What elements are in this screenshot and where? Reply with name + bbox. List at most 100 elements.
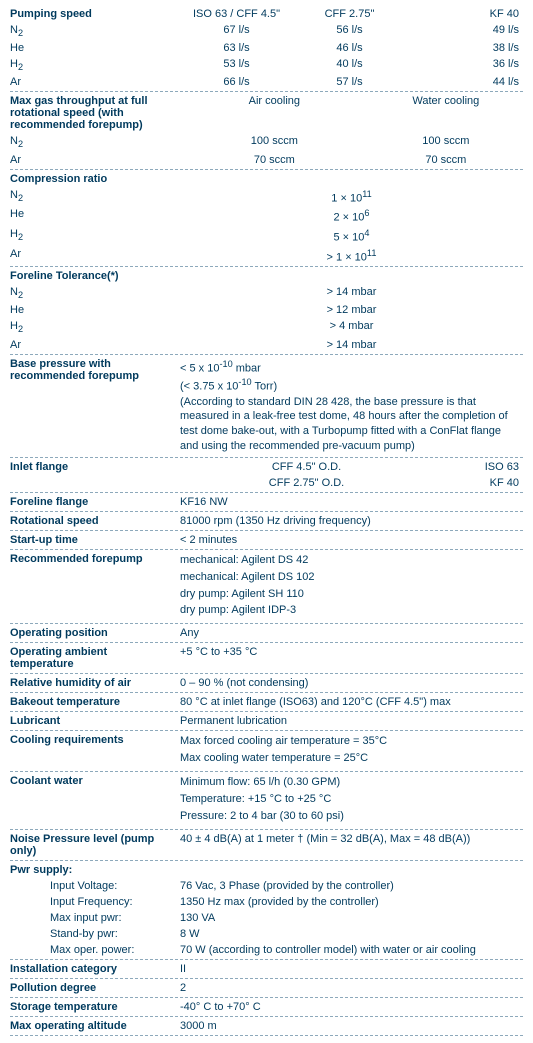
coolant-row: Coolant water Minimum flow: 65 l/h (0.30…	[10, 773, 523, 828]
cell: 63 l/s	[180, 42, 293, 54]
cell: 46 l/s	[293, 42, 406, 54]
spec-row: Rotational speed 81000 rpm (1350 Hz driv…	[10, 513, 523, 529]
table-row: Ar > 14 mbar	[10, 337, 523, 353]
spec-value: -40° C to +70° C	[180, 1001, 523, 1013]
spec-value: KF16 NW	[180, 496, 523, 508]
spec-value: 0 – 90 % (not condensing)	[180, 677, 523, 689]
spec-label: Lubricant	[10, 715, 180, 727]
value-line: mechanical: Agilent DS 102	[180, 570, 517, 587]
pwr-value: 130 VA	[180, 912, 523, 924]
cell: > 14 mbar	[180, 286, 523, 298]
inlet-val: CFF 2.75" O.D.	[180, 477, 433, 489]
bp-note: (According to standard DIN 28 428, the b…	[180, 395, 517, 454]
table-row: Ar > 1 × 1011	[10, 246, 523, 266]
pwr-value: 8 W	[180, 928, 523, 940]
pwr-value: 70 W (according to controller model) wit…	[180, 944, 523, 956]
table-row: N2 > 14 mbar	[10, 284, 523, 302]
cell: 100 sccm	[369, 135, 523, 147]
bp-line1: < 5 x 10-10 mbar	[180, 358, 517, 377]
table-row: Ar 70 sccm 70 sccm	[10, 152, 523, 168]
pwr-label: Input Voltage:	[10, 880, 180, 892]
inlet-flange-row1: Inlet flange CFF 4.5" O.D. ISO 63	[10, 459, 523, 475]
pwr-title: Pwr supply:	[10, 864, 180, 876]
spec-value: 80 °C at inlet flange (ISO63) and 120°C …	[180, 696, 523, 708]
inlet-val: KF 40	[433, 477, 523, 489]
gas-label: He	[10, 42, 180, 54]
cell: 57 l/s	[293, 76, 406, 88]
bp-line2: (< 3.75 x 10-10 Torr)	[180, 376, 517, 395]
foreline-tol-title: Foreline Tolerance(*)	[10, 270, 180, 282]
cell: > 4 mbar	[180, 320, 523, 332]
spec-row: Pollution degree 2	[10, 980, 523, 996]
cell: 36 l/s	[406, 58, 523, 70]
spec-row: Storage temperature -40° C to +70° C	[10, 999, 523, 1015]
gas-label: N2	[10, 189, 180, 203]
gas-label: H2	[10, 320, 180, 334]
gas-label: He	[10, 208, 180, 220]
cell: 70 sccm	[180, 154, 369, 166]
spec-label: Pollution degree	[10, 982, 180, 994]
maxgas-title: Max gas throughput at full rotational sp…	[10, 95, 180, 131]
cooling-values: Max forced cooling air temperature = 35°…	[180, 734, 523, 768]
value-line: Max forced cooling air temperature = 35°…	[180, 734, 517, 751]
gas-label: Ar	[10, 248, 180, 260]
inlet-val: ISO 63	[433, 461, 523, 473]
cell: 67 l/s	[180, 24, 293, 36]
cell: 53 l/s	[180, 58, 293, 70]
table-row: N2 1 × 1011	[10, 187, 523, 207]
table-row: He 2 × 106	[10, 206, 523, 226]
table-row: H2 5 × 104	[10, 226, 523, 246]
table-row: N2 100 sccm 100 sccm	[10, 133, 523, 151]
col-header: Air cooling	[180, 95, 369, 107]
gas-label: N2	[10, 24, 180, 38]
spec-row: Foreline flange KF16 NW	[10, 494, 523, 510]
cell: 49 l/s	[406, 24, 523, 36]
rec-forepump-values: mechanical: Agilent DS 42mechanical: Agi…	[180, 553, 523, 620]
gas-label: H2	[10, 228, 180, 242]
pumping-header-row: Pumping speed ISO 63 / CFF 4.5" CFF 2.75…	[10, 6, 523, 22]
cell: 66 l/s	[180, 76, 293, 88]
gas-label: He	[10, 304, 180, 316]
col-header: ISO 63 / CFF 4.5"	[180, 8, 293, 20]
pwr-label: Max input pwr:	[10, 912, 180, 924]
spec-row: Lubricant Permanent lubrication	[10, 713, 523, 729]
spec-row: Max operating altitude 3000 m	[10, 1018, 523, 1034]
table-row: Ar 66 l/s 57 l/s 44 l/s	[10, 74, 523, 90]
pwr-row: Max input pwr: 130 VA	[10, 910, 523, 926]
cell: 1 × 1011	[180, 189, 523, 205]
value-line: Temperature: +15 °C to +25 °C	[180, 792, 517, 809]
value-line: dry pump: Agilent IDP-3	[180, 603, 517, 620]
value-line: Max cooling water temperature = 25°C	[180, 751, 517, 768]
spec-value: < 2 minutes	[180, 534, 523, 546]
table-row: He 63 l/s 46 l/s 38 l/s	[10, 40, 523, 56]
cell: 70 sccm	[369, 154, 523, 166]
value-line: Minimum flow: 65 l/h (0.30 GPM)	[180, 775, 517, 792]
pwr-row: Input Voltage: 76 Vac, 3 Phase (provided…	[10, 878, 523, 894]
spec-row: Relative humidity of air 0 – 90 % (not c…	[10, 675, 523, 691]
inlet-flange-title: Inlet flange	[10, 461, 180, 473]
table-row: H2 53 l/s 40 l/s 36 l/s	[10, 56, 523, 74]
spec-value: Permanent lubrication	[180, 715, 523, 727]
pwr-label: Stand-by pwr:	[10, 928, 180, 940]
spec-label: Operating ambient temperature	[10, 646, 180, 670]
spec-row: Operating ambient temperature +5 °C to +…	[10, 644, 523, 672]
inlet-flange-row2: CFF 2.75" O.D. KF 40	[10, 475, 523, 491]
spec-label: Operating position	[10, 627, 180, 639]
cooling-req-row: Cooling requirements Max forced cooling …	[10, 732, 523, 770]
spec-row: Start-up time < 2 minutes	[10, 532, 523, 548]
cell: > 1 × 1011	[180, 248, 523, 264]
spec-row: Bakeout temperature 80 °C at inlet flang…	[10, 694, 523, 710]
cell: 100 sccm	[180, 135, 369, 147]
spec-label: Start-up time	[10, 534, 180, 546]
cell: > 14 mbar	[180, 339, 523, 351]
pwr-row: Max oper. power: 70 W (according to cont…	[10, 942, 523, 958]
spec-value: 2	[180, 982, 523, 994]
noise-row: Noise Pressure level (pump only) 40 ± 4 …	[10, 831, 523, 859]
pumping-title: Pumping speed	[10, 8, 180, 20]
spec-row: Operating position Any	[10, 625, 523, 641]
inlet-val: CFF 4.5" O.D.	[180, 461, 433, 473]
col-header: CFF 2.75"	[293, 8, 406, 20]
compression-title: Compression ratio	[10, 173, 180, 185]
col-header: Water cooling	[369, 95, 523, 107]
spec-label: Relative humidity of air	[10, 677, 180, 689]
